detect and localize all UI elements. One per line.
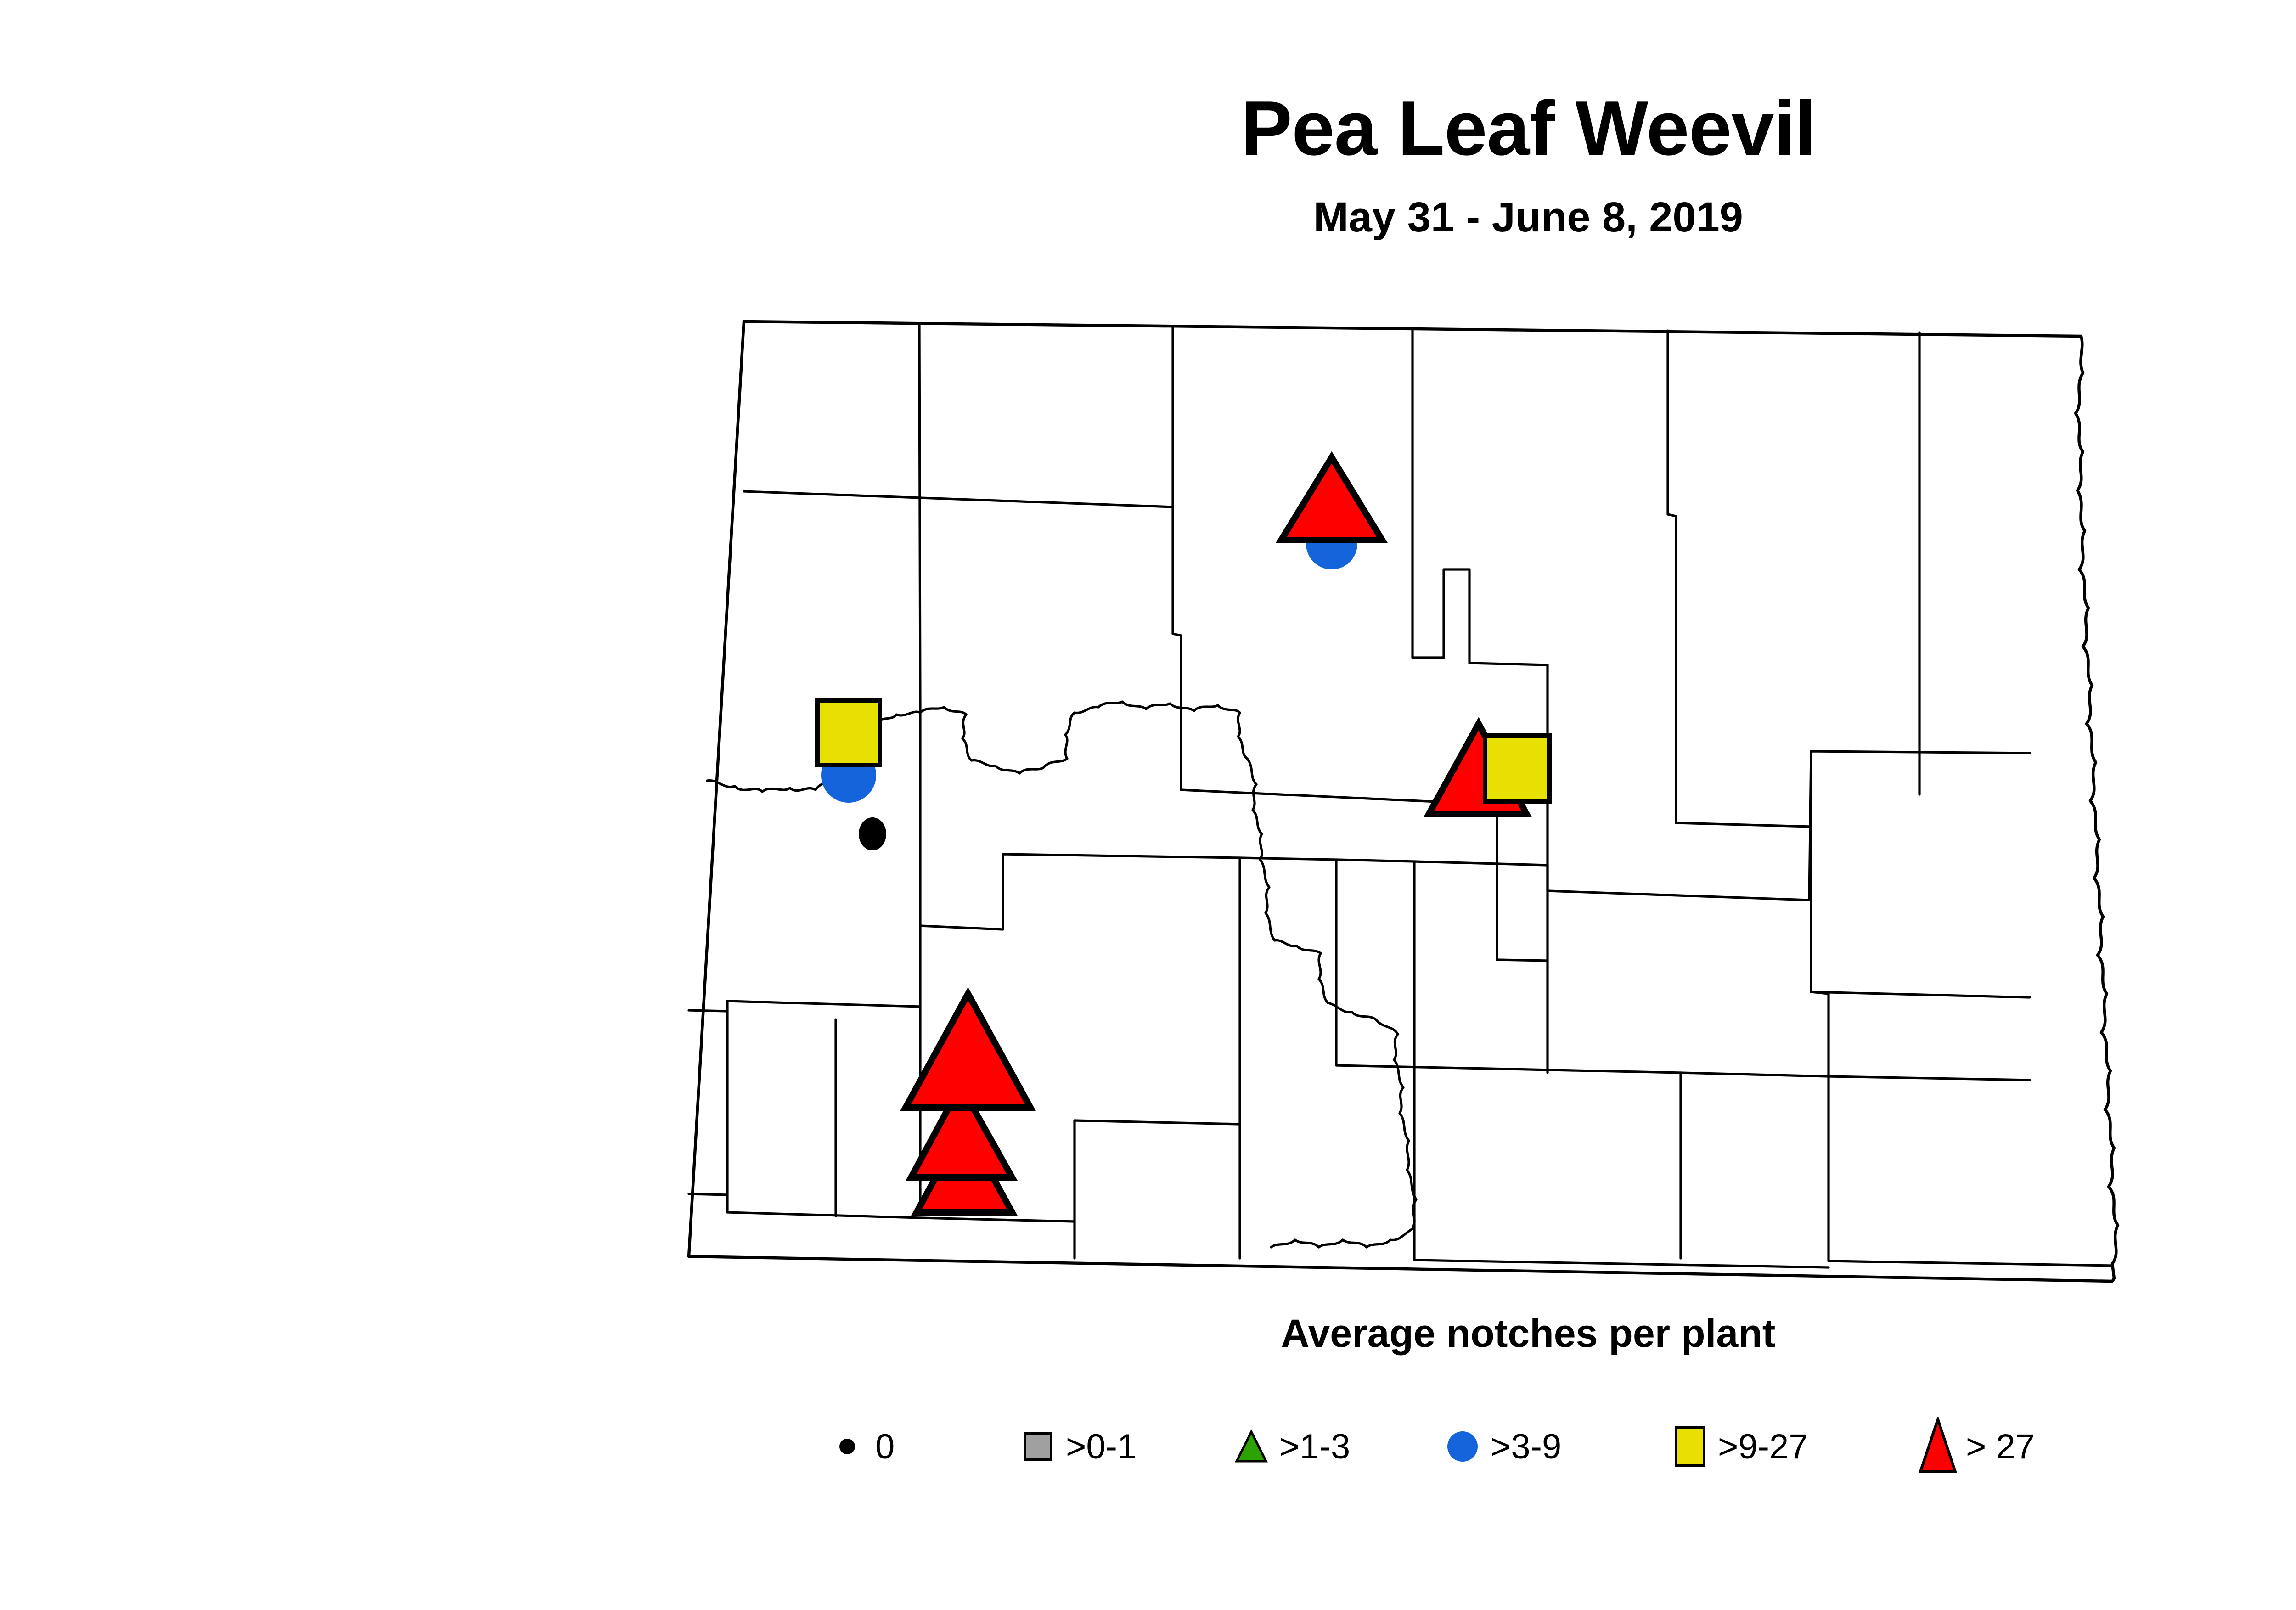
county-line bbox=[1675, 822, 1812, 828]
legend-circle-blue-icon bbox=[1437, 1412, 1488, 1481]
legend-item-1[interactable]: >0-1 bbox=[1013, 1407, 1137, 1486]
marker-triangle-red bbox=[906, 1079, 1018, 1181]
legend-triangle-red-icon bbox=[1913, 1412, 1963, 1481]
marker-triangle-red bbox=[1275, 451, 1388, 543]
legend-item-4[interactable]: >9-27 bbox=[1665, 1407, 1808, 1486]
marker-dot-black bbox=[859, 817, 886, 850]
north-dakota-county-map bbox=[652, 294, 2296, 1304]
legend-triangle-green-icon bbox=[1226, 1412, 1277, 1481]
county-line bbox=[687, 1009, 729, 1013]
legend-item-label: > 27 bbox=[1966, 1427, 2035, 1466]
missouri-river bbox=[706, 700, 1418, 1249]
county-line bbox=[1413, 1259, 1830, 1269]
county-line bbox=[919, 496, 1174, 508]
county-boundaries bbox=[687, 320, 2120, 1283]
county-line bbox=[743, 490, 922, 499]
county-line bbox=[1546, 889, 1811, 901]
marker-square-yellow bbox=[1483, 733, 1552, 804]
county-line bbox=[726, 1000, 922, 1008]
county-line bbox=[1810, 991, 1830, 1262]
county-line bbox=[1335, 858, 1416, 1071]
legend-item-2[interactable]: >1-3 bbox=[1226, 1407, 1350, 1486]
legend-item-0[interactable]: 0 bbox=[822, 1407, 895, 1486]
marker-square-yellow bbox=[815, 698, 882, 767]
legend-item-5[interactable]: > 27 bbox=[1913, 1407, 2035, 1486]
county-line bbox=[726, 1211, 922, 1219]
legend-item-label: >9-27 bbox=[1718, 1427, 1808, 1466]
legend-dot-icon bbox=[822, 1412, 872, 1481]
county-line bbox=[1666, 513, 1677, 824]
page-subtitle: May 31 - June 8, 2019 bbox=[1313, 194, 1743, 241]
county-line bbox=[919, 853, 1241, 931]
county-line bbox=[1238, 856, 1338, 1067]
page-title: Pea Leaf Weevil bbox=[1241, 85, 1816, 171]
legend-heading: Average notches per plant bbox=[1281, 1312, 1776, 1356]
county-line bbox=[1496, 958, 1549, 962]
county-line bbox=[918, 323, 922, 707]
legend: 0 >0-1 >1-3 >3-9 bbox=[822, 1407, 2122, 1486]
county-line bbox=[1073, 1119, 1241, 1126]
state-outline bbox=[687, 320, 2120, 1283]
legend-item-label: >1-3 bbox=[1279, 1427, 1351, 1466]
marker-triangle-red bbox=[900, 987, 1036, 1111]
county-line bbox=[1411, 568, 1549, 666]
legend-square-gray-icon bbox=[1013, 1412, 1063, 1481]
county-line bbox=[1679, 1071, 1830, 1078]
county-line bbox=[1810, 991, 2031, 999]
county-line bbox=[1827, 1075, 2031, 1081]
legend-item-label: 0 bbox=[875, 1427, 895, 1466]
title-block: Pea Leaf Weevil May 31 - June 8, 2019 bbox=[0, 90, 2296, 242]
legend-square-yellow-icon bbox=[1665, 1412, 1715, 1481]
map-svg bbox=[687, 320, 2120, 1283]
legend-item-3[interactable]: >3-9 bbox=[1437, 1407, 1561, 1486]
county-line bbox=[1827, 1260, 2114, 1267]
legend-item-label: >0-1 bbox=[1066, 1427, 1137, 1466]
county-line bbox=[687, 1193, 729, 1196]
county-line bbox=[919, 1216, 1076, 1223]
county-line bbox=[1335, 1064, 1682, 1074]
county-line bbox=[1171, 632, 1182, 791]
county-line bbox=[1413, 860, 1549, 867]
legend-item-label: >3-9 bbox=[1491, 1427, 1562, 1466]
data-markers bbox=[815, 451, 1552, 1216]
